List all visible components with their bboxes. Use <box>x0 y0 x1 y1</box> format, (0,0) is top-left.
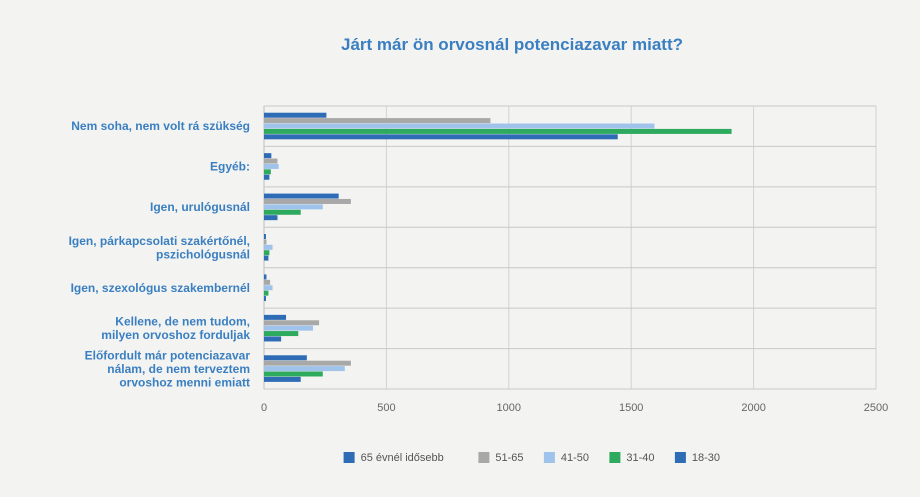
bar <box>264 360 351 366</box>
bar <box>264 250 270 256</box>
bar <box>264 376 301 382</box>
bar <box>264 325 313 331</box>
bar <box>264 234 266 239</box>
bar <box>264 112 327 118</box>
legend: 65 évnél idősebb 51-65 41-50 31-40 18-30 <box>343 452 720 464</box>
x-tick-label: 2500 <box>864 402 888 414</box>
bar <box>264 193 339 199</box>
bar <box>264 123 655 129</box>
legend-swatch <box>478 452 490 463</box>
bar <box>264 118 491 124</box>
x-tick-label: 500 <box>377 402 395 414</box>
legend-label: 31-40 <box>626 452 654 464</box>
bar <box>264 169 271 175</box>
x-tick-label: 1500 <box>619 402 643 414</box>
bar <box>264 296 266 302</box>
legend-label: 41-50 <box>561 452 589 464</box>
bar <box>264 239 267 245</box>
bar <box>264 204 323 210</box>
bar <box>264 314 287 320</box>
legend-label: 65 évnél idősebb <box>361 452 444 464</box>
bar <box>264 331 299 337</box>
x-tick-labels: 0 500 1000 1500 2000 2500 <box>261 402 888 414</box>
bar <box>264 128 732 134</box>
bar <box>264 255 269 261</box>
bar <box>264 279 271 285</box>
bars <box>264 112 732 382</box>
category-label: Előfordult már potenciazavar nálam, de ne… <box>85 348 251 389</box>
gridlines <box>263 105 877 390</box>
category-labels: Nem soha, nem volt rá szükség Egyéb: Igen,… <box>69 119 251 389</box>
x-tick-label: 2000 <box>741 402 765 414</box>
legend-swatch <box>543 452 555 463</box>
legend-swatch <box>674 452 686 463</box>
bar <box>264 244 273 250</box>
category-label: Igen, urulógusnál <box>150 200 250 214</box>
bar <box>264 290 269 296</box>
legend-label: 51-65 <box>495 452 523 464</box>
bar <box>264 371 323 377</box>
bar <box>264 174 270 180</box>
bar <box>264 366 345 372</box>
bar <box>264 285 273 291</box>
bar <box>264 320 320 326</box>
bar <box>264 274 267 280</box>
chart-title: Járt már ön orvosnál potenciazavar miatt… <box>341 35 683 54</box>
bar <box>264 355 307 361</box>
category-label: Nem soha, nem volt rá szükség <box>71 119 250 133</box>
legend-swatch <box>609 452 621 463</box>
bar <box>264 198 351 204</box>
bar <box>264 158 278 164</box>
x-tick-label: 0 <box>261 402 267 414</box>
bar <box>264 153 272 159</box>
category-label: Igen, párkapcsolati szakértőnél, pszichol… <box>69 234 250 262</box>
bar <box>264 134 618 140</box>
bar <box>264 163 279 169</box>
category-label: Egyéb: <box>210 160 250 174</box>
category-label: Igen, szexológus szakembernél <box>71 281 250 295</box>
category-label: Kellene, de nem tudom, milyen orvoshoz fo… <box>101 315 250 343</box>
bar <box>264 215 278 221</box>
bar <box>264 336 282 342</box>
x-tick-label: 1000 <box>497 402 521 414</box>
bar <box>264 209 301 215</box>
legend-label: 18-30 <box>692 452 720 464</box>
legend-swatch <box>343 452 355 463</box>
